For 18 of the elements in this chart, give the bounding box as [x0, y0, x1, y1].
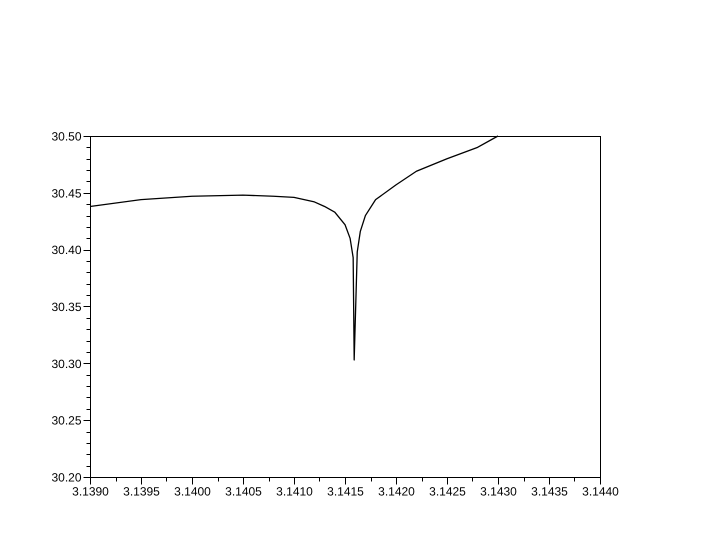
x-tick-label: 3.1430: [480, 484, 518, 498]
x-tick-label: 3.1440: [582, 484, 620, 498]
y-tick-label: 30.25: [51, 414, 82, 428]
x-tick-label: 3.1395: [123, 484, 160, 498]
x-tick-label: 3.1405: [225, 484, 262, 498]
y-tick-label: 30.40: [51, 243, 82, 258]
x-tick-label: 3.1410: [276, 484, 314, 498]
y-tick-label: 30.20: [51, 470, 82, 484]
y-tick-label: 30.45: [51, 186, 82, 200]
x-tick-label: 3.1435: [531, 484, 568, 498]
y-tick-label: 30.35: [51, 300, 82, 314]
y-tick-label: 30.50: [51, 130, 82, 144]
x-tick-label: 3.1415: [327, 484, 364, 498]
x-tick-label: 3.1400: [174, 484, 212, 498]
x-tick-label: 3.1420: [378, 484, 416, 498]
y-tick-label: 30.30: [51, 356, 82, 371]
x-tick-label: 3.1425: [429, 484, 466, 498]
x-tick-label: 3.1390: [72, 484, 110, 498]
